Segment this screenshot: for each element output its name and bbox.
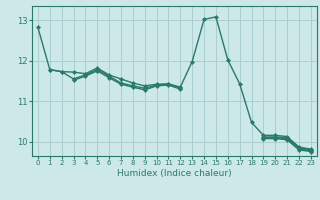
X-axis label: Humidex (Indice chaleur): Humidex (Indice chaleur) (117, 169, 232, 178)
